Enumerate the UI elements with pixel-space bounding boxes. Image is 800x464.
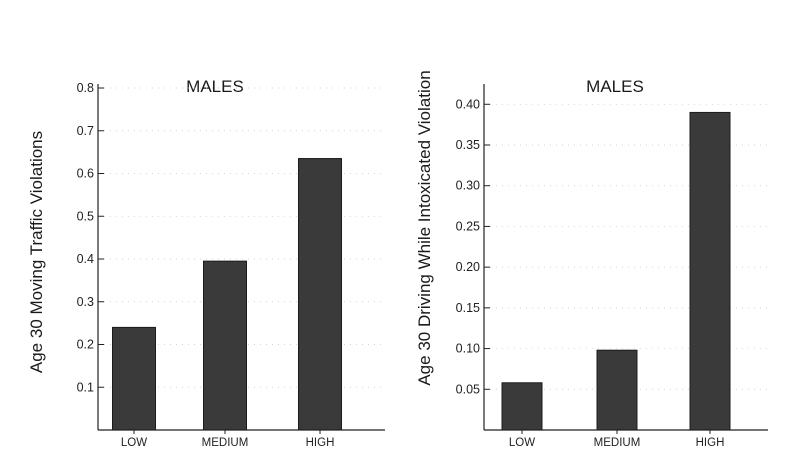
y-tick-label: 0.35 — [456, 138, 480, 152]
x-tick-label: HIGH — [696, 437, 725, 449]
bar-low — [112, 326, 156, 431]
y-tick-label: 0.5 — [77, 209, 94, 223]
x-tick-label: HIGH — [306, 437, 335, 449]
y-tick-label: 0.4 — [77, 252, 94, 266]
bar-medium — [203, 260, 247, 431]
y-tick-label: 0.20 — [456, 260, 480, 274]
x-tick-label: LOW — [509, 437, 535, 449]
y-tick-label: 0.30 — [456, 179, 480, 193]
chart-title: MALES — [186, 77, 244, 96]
y-tick-label: 0.10 — [456, 342, 480, 356]
bar-medium — [596, 349, 638, 431]
x-tick-label: MEDIUM — [594, 437, 641, 449]
x-tick-label: LOW — [121, 437, 147, 449]
y-tick-label: 0.8 — [77, 81, 94, 95]
y-tick-label: 0.3 — [77, 295, 94, 309]
y-tick-label: 0.15 — [456, 301, 480, 315]
bar-high — [689, 111, 731, 431]
y-tick-label: 0.1 — [77, 380, 94, 394]
y-tick-label: 0.7 — [77, 124, 94, 138]
x-tick-label: MEDIUM — [202, 437, 249, 449]
chart-title: MALES — [586, 77, 644, 96]
chart-panel-right: Age 30 Driving While Intoxicated Violati… — [415, 70, 768, 449]
y-axis-label: Age 30 Driving While Intoxicated Violati… — [415, 70, 434, 385]
bar-low — [501, 382, 543, 431]
y-tick-label: 0.25 — [456, 219, 480, 233]
bar-high — [298, 158, 342, 431]
y-tick-label: 0.40 — [456, 97, 480, 111]
y-axis-label: Age 30 Moving Traffic Violations — [27, 131, 46, 373]
y-tick-label: 0.2 — [77, 338, 94, 352]
y-tick-label: 0.05 — [456, 382, 480, 396]
y-tick-label: 0.6 — [77, 167, 94, 181]
chart-panel-left: Age 30 Moving Traffic Violations MALES 0… — [27, 77, 385, 449]
